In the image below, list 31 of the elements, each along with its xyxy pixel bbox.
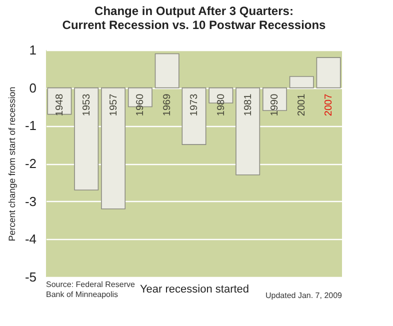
chart-title: Change in Output After 3 Quarters: [94,4,294,18]
y-tick-label: 1 [29,42,36,58]
bar [182,87,206,145]
bar [154,53,180,88]
bar [74,87,99,190]
y-tick-label: -2 [24,156,36,171]
x-tick-label: 2001 [296,93,308,116]
x-tick-label: 1973 [189,93,200,116]
bar [289,76,314,88]
bar [316,57,341,88]
x-tick-label: 1948 [54,93,66,116]
x-tick-label: 1953 [81,93,92,116]
x-tick-label: 1969 [162,93,174,116]
y-axis-title: Percent change from start of recession [6,86,17,242]
y-tick-label: -3 [24,194,36,209]
text: Updated Jan. 7, 2009 [265,291,342,302]
x-tick-label: 2007 [324,93,335,116]
y-tick-label: 0 [29,80,36,96]
x-tick-label: 1990 [270,93,281,116]
y-tick-label: -4 [24,232,36,247]
y-tick-label: -1 [24,118,36,134]
x-tick-label: 1981 [242,93,254,116]
bar [101,87,126,210]
x-tick-label: 1960 [135,93,146,116]
source-note: Source: Federal Reserve Bank of Minneapolis [46,280,135,301]
x-axis-title: Year recession started [140,284,250,296]
chart-subtitle: Current Recession vs. 10 Postwar Recessions [62,18,326,32]
x-tick-label: 1980 [216,93,227,116]
bar [236,87,260,176]
x-tick-label: 1957 [108,93,120,116]
y-tick-label: -5 [24,270,36,284]
